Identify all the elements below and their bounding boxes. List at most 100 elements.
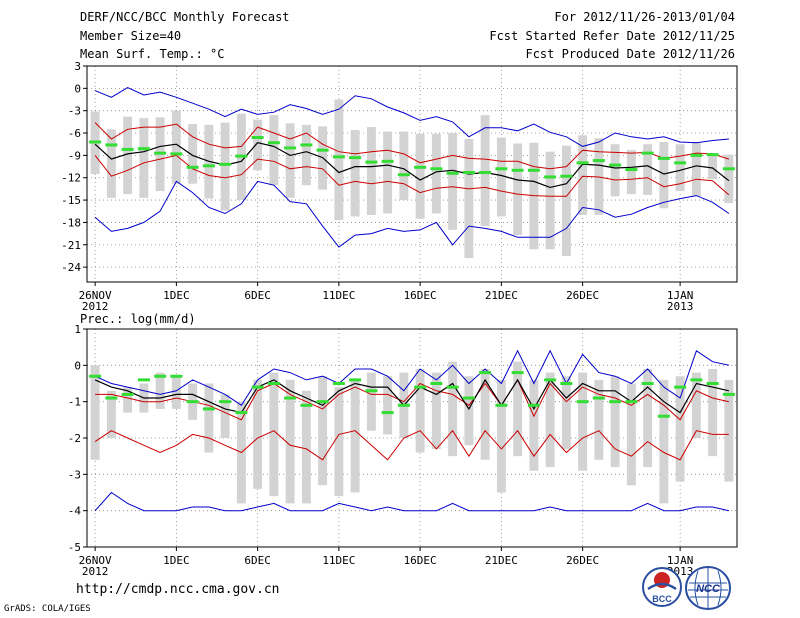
- prec-median-marker: [202, 407, 215, 411]
- temp-line-min: [94, 180, 730, 248]
- prec-median-marker: [105, 396, 118, 400]
- prec-median-marker: [186, 400, 199, 404]
- prec-ytick-label: 0: [74, 359, 81, 372]
- temp-xtick-label: 16DEC: [404, 289, 437, 302]
- temp-box: [301, 124, 311, 186]
- temp-xtick-label: 6DEC: [244, 289, 271, 302]
- prec-median-marker: [332, 382, 345, 385]
- prec-median-marker: [219, 400, 232, 404]
- prec-box: [626, 383, 636, 486]
- temp-box: [708, 154, 718, 180]
- ncc-logo-text: NCC: [696, 583, 721, 595]
- prec-median-marker: [397, 403, 410, 407]
- temp-median-marker: [349, 156, 362, 160]
- prec-box: [171, 376, 181, 409]
- prec-median-marker: [137, 378, 150, 382]
- prec-box: [529, 379, 539, 471]
- prec-ytick-label: 1: [74, 323, 81, 336]
- temp-box: [448, 133, 458, 230]
- temp-median-marker: [592, 159, 605, 163]
- prec-median-marker: [641, 382, 654, 385]
- prec-median-marker: [284, 396, 297, 400]
- prec-box: [691, 372, 701, 438]
- prec-box: [204, 383, 214, 453]
- prec-box: [253, 379, 263, 489]
- temp-ytick-label: -21: [61, 239, 81, 252]
- temp-median-marker: [121, 147, 134, 151]
- prec-median-marker: [235, 411, 248, 415]
- temp-box: [561, 145, 571, 256]
- prec-box: [415, 368, 425, 453]
- temp-median-marker: [657, 156, 670, 160]
- temp-xtick-year: 2012: [82, 300, 109, 313]
- prec-median-marker: [316, 400, 329, 404]
- prec-median-marker: [560, 382, 573, 385]
- temp-median-marker: [300, 143, 313, 147]
- prec-median-marker: [446, 385, 459, 389]
- prec-box: [383, 376, 393, 435]
- temp-box: [578, 135, 588, 215]
- temp-median-marker: [560, 174, 573, 178]
- temp-median-marker: [625, 168, 638, 172]
- prec-median-marker: [706, 382, 719, 385]
- start-date: Fcst Started Refer Date 2012/11/25: [489, 29, 735, 43]
- prec-box: [496, 379, 506, 493]
- prec-xtick-label: 6DEC: [244, 554, 271, 567]
- prec-ytick-label: -2: [68, 432, 81, 445]
- chart-title: DERF/NCC/BCC Monthly Forecast: [80, 10, 290, 24]
- temp-box: [188, 124, 198, 184]
- prec-box: [220, 394, 230, 438]
- prec-box: [334, 387, 344, 497]
- temp-xtick-label: 26NOV: [79, 289, 112, 302]
- temp-box: [350, 130, 360, 217]
- temp-line-max: [94, 87, 729, 147]
- prec-box: [724, 379, 734, 482]
- prec-box: [513, 361, 523, 457]
- prec-xtick-label: 1JAN: [667, 554, 694, 567]
- temp-box: [123, 116, 133, 195]
- temp-median-marker: [446, 171, 459, 175]
- prec-xtick-year: 2012: [82, 565, 109, 578]
- temp-median-marker: [397, 173, 410, 177]
- temp-box: [431, 133, 441, 214]
- temp-box: [220, 122, 230, 211]
- temp-ytick-label: 3: [74, 60, 81, 73]
- temp-median-marker: [690, 153, 703, 157]
- temp-median-marker: [414, 165, 427, 169]
- prec-box: [90, 365, 100, 460]
- prec-box: [285, 379, 295, 504]
- prec-box: [594, 379, 604, 460]
- temp-ytick-label: 0: [74, 82, 81, 95]
- prec-box: [318, 376, 328, 486]
- temp-line-upper: [94, 122, 730, 170]
- temp-median-marker: [706, 153, 719, 157]
- temp-line-lower: [94, 154, 730, 197]
- prec-box: [448, 361, 458, 457]
- temp-box: [691, 141, 701, 197]
- temp-median-marker: [186, 165, 199, 169]
- temp-median-marker: [251, 136, 264, 140]
- prec-median-marker: [430, 382, 443, 385]
- temp-median-marker: [544, 175, 557, 179]
- prec-median-marker: [722, 392, 735, 396]
- temp-box: [399, 131, 409, 201]
- prec-line-upper: [95, 378, 730, 421]
- prec-box: [269, 372, 279, 497]
- prec-median-marker: [300, 403, 313, 407]
- temp-box: [626, 150, 636, 195]
- temp-xtick-year: 2013: [667, 300, 694, 313]
- prec-xtick-label: 16DEC: [404, 554, 437, 567]
- prec-box: [480, 368, 490, 460]
- temp-ytick-label: -12: [61, 172, 81, 185]
- ncc-logo: NCC: [685, 566, 731, 610]
- source-url[interactable]: http://cmdp.ncc.cma.gov.cn: [76, 582, 280, 597]
- prec-box: [643, 368, 653, 468]
- temp-box: [643, 144, 653, 195]
- temp-median-marker: [511, 168, 524, 172]
- bcc-logo: BCC: [642, 567, 682, 607]
- temp-box: [253, 119, 263, 171]
- grads-credit: GrADS: COLA/IGES: [4, 604, 91, 614]
- temp-median-marker: [527, 168, 540, 172]
- temp-box: [724, 154, 734, 204]
